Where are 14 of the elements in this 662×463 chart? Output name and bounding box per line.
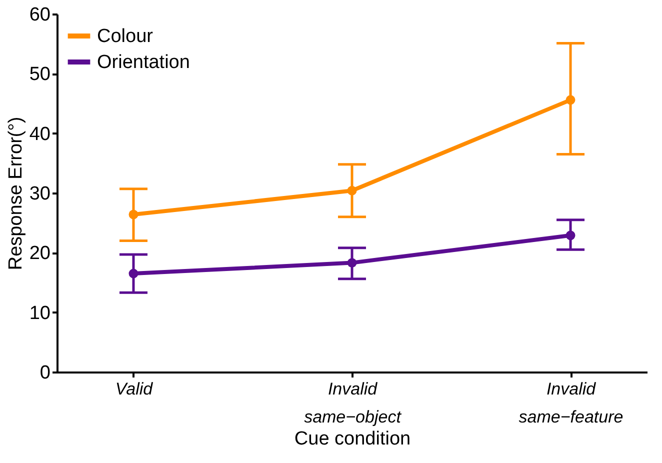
x-tick-label: Invalid same−object: [304, 380, 402, 426]
x-tick-label: Invalid same−feature: [518, 380, 624, 426]
legend-label: Orientation: [97, 52, 190, 73]
y-tick-label: 20: [29, 243, 50, 264]
y-axis-title: Response Error(°): [5, 116, 26, 270]
x-axis-title: Cue condition: [294, 428, 411, 450]
x-tick-label: Valid: [115, 380, 154, 398]
y-tick-label: 30: [29, 184, 50, 204]
y-tick-label: 0: [40, 362, 50, 384]
y-tick-label: 60: [29, 4, 50, 26]
y-tick-label: 50: [29, 64, 50, 86]
y-tick-label: 10: [29, 302, 50, 324]
y-tick-label: 40: [29, 124, 50, 145]
legend-label: Colour: [97, 26, 154, 47]
